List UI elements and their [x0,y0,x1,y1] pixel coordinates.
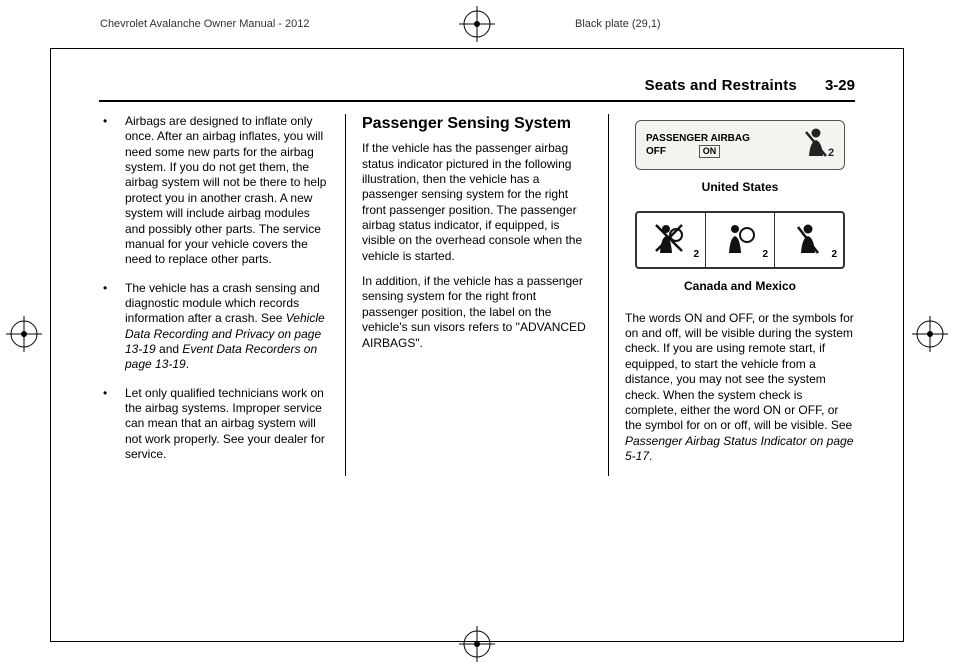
us-label-line2: OFF ON [646,145,796,159]
list-item: Let only qualified technicians work on t… [99,386,329,463]
page-header: Seats and Restraints 3-29 [51,77,903,100]
section-title: Seats and Restraints [645,77,797,94]
plate-info: Black plate (29,1) [575,18,661,30]
paragraph: The words ON and OFF, or the symbols for… [625,311,855,465]
seatbelt-person-icon: 2 [774,213,843,267]
column-divider [345,114,346,476]
registration-mark-right [912,316,948,352]
icon-subscript: 2 [762,249,768,262]
registration-mark-left [6,316,42,352]
manual-title: Chevrolet Avalanche Owner Manual - 2012 [100,18,310,30]
cm-indicator-panel: 2 2 [635,211,845,269]
us-label-line1: PASSENGER AIRBAG [646,132,796,145]
us-indicator-text: PASSENGER AIRBAG OFF ON [640,132,796,159]
cross-ref: Passenger Airbag Status Indicator on pag… [625,434,853,463]
column-2: Passenger Sensing System If the vehicle … [352,114,602,476]
column-1: Airbags are designed to inflate only onc… [99,114,339,476]
page-number: 3-29 [825,77,855,94]
registration-mark-top [459,6,495,42]
us-indicator-figure: PASSENGER AIRBAG OFF ON 2 [635,120,845,170]
paragraph: If the vehicle has the passenger airbag … [362,141,592,264]
seatbelt-person-icon: 2 [796,126,840,164]
airbag-on-icon: 2 [705,213,774,267]
icon-subscript: 2 [831,249,837,262]
bullet-text: and [156,342,183,356]
column-divider [608,114,609,476]
bullet-text: . [186,357,189,371]
section-heading: Passenger Sensing System [362,114,592,133]
icon-subscript: 2 [693,249,699,262]
cm-indicator-figure: 2 2 [635,211,845,269]
bullet-list: Airbags are designed to inflate only onc… [99,114,329,463]
airbag-off-icon: 2 [637,213,705,267]
content-columns: Airbags are designed to inflate only onc… [51,102,903,476]
column-3: PASSENGER AIRBAG OFF ON 2 [615,114,855,476]
us-on-box: ON [699,145,721,159]
body-text: . [649,449,652,463]
list-item: The vehicle has a crash sensing and diag… [99,281,329,373]
cm-caption: Canada and Mexico [625,279,855,294]
us-off-text: OFF [646,146,666,157]
bullet-text: Airbags are designed to inflate only onc… [125,114,326,266]
us-indicator-panel: PASSENGER AIRBAG OFF ON 2 [635,120,845,170]
us-caption: United States [625,180,855,195]
page-frame: Seats and Restraints 3-29 Airbags are de… [50,48,904,642]
list-item: Airbags are designed to inflate only onc… [99,114,329,268]
bullet-text: Let only qualified technicians work on t… [125,386,325,461]
paragraph: In addition, if the vehicle has a passen… [362,274,592,351]
svg-text:2: 2 [828,147,834,159]
body-text: The words ON and OFF, or the symbols for… [625,311,854,433]
